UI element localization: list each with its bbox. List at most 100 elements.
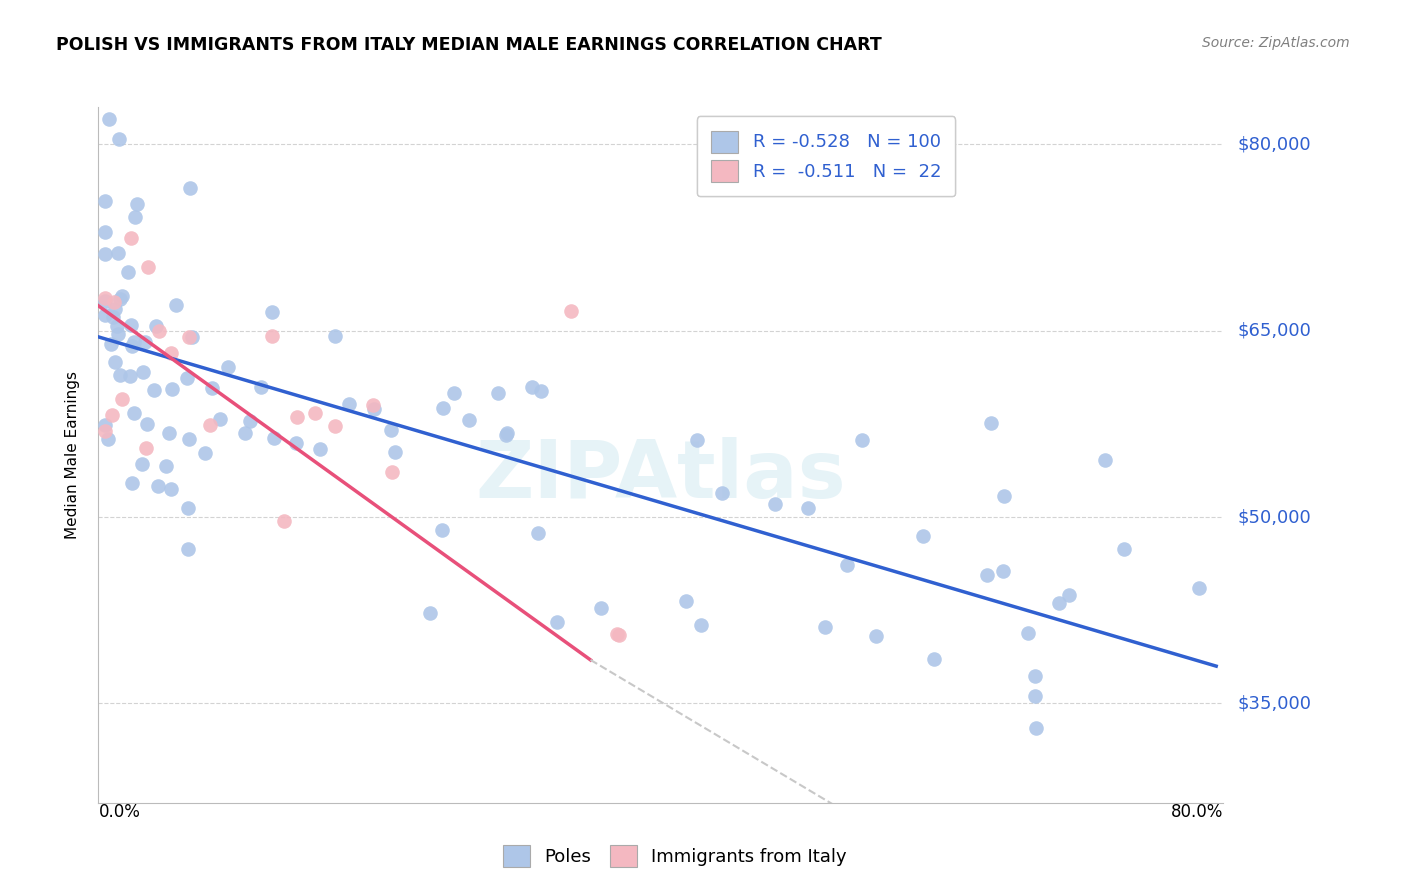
Point [520,380,543,394]
Point [110,368,132,383]
Point [105,319,128,334]
Point [993,489,1015,503]
Point [120,230,142,244]
Point [107,245,129,260]
Point [675,594,697,608]
Point [589,601,612,615]
Point [263,431,285,445]
Point [1057,588,1080,602]
Point [108,292,131,306]
Point [217,359,239,374]
Point [1094,452,1116,467]
Legend: Poles, Immigrants from Italy: Poles, Immigrants from Italy [496,838,853,874]
Point [273,514,295,528]
Point [711,486,734,500]
Point [94,194,117,209]
Point [304,406,326,420]
Point [107,131,129,145]
Point [131,458,153,472]
Point [1112,542,1135,557]
Point [159,482,181,496]
Point [285,410,308,425]
Point [363,401,385,416]
Point [384,445,406,459]
Text: Source: ZipAtlas.com: Source: ZipAtlas.com [1202,36,1350,50]
Point [835,558,858,572]
Point [177,330,200,344]
Point [323,329,346,343]
Point [250,380,273,394]
Point [143,383,166,397]
Point [122,334,145,349]
Text: POLISH VS IMMIGRANTS FROM ITALY MEDIAN MALE EARNINGS CORRELATION CHART: POLISH VS IMMIGRANTS FROM ITALY MEDIAN M… [56,36,882,54]
Point [118,369,141,384]
Point [194,446,217,460]
Point [177,541,200,556]
Point [94,308,117,322]
Point [1024,689,1046,703]
Point [865,629,887,643]
Point [763,497,786,511]
Point [546,615,568,629]
Point [94,291,117,305]
Point [135,417,157,431]
Point [607,628,630,642]
Text: 80.0%: 80.0% [1171,803,1223,821]
Point [262,305,284,319]
Point [124,210,146,224]
Point [134,335,156,350]
Point [432,401,454,415]
Point [323,419,346,434]
Point [121,339,143,353]
Point [976,568,998,582]
Point [443,386,465,401]
Point [94,424,117,438]
Point [233,425,256,440]
Text: ZIPAtlas: ZIPAtlas [475,437,846,515]
Text: $80,000: $80,000 [1237,136,1310,153]
Point [104,355,127,369]
Point [208,412,231,426]
Point [103,310,125,324]
Point [198,417,221,432]
Point [380,465,402,479]
Point [1025,722,1047,736]
Point [260,329,283,343]
Point [239,414,262,428]
Point [148,324,170,338]
Point [103,294,125,309]
Point [606,627,628,641]
Point [177,500,200,515]
Point [495,428,517,442]
Point [127,197,149,211]
Point [160,382,183,396]
Point [495,425,517,440]
Point [122,406,145,420]
Point [530,384,553,398]
Point [100,337,122,351]
Point [309,442,332,456]
Point [101,408,124,422]
Point [993,564,1015,578]
Point [110,392,132,407]
Point [337,397,360,411]
Text: $65,000: $65,000 [1237,322,1310,340]
Point [458,413,481,427]
Point [527,525,550,540]
Point [120,318,142,333]
Point [104,301,127,316]
Point [814,620,837,634]
Point [97,112,120,127]
Point [1024,669,1046,683]
Point [107,326,129,341]
Point [94,417,117,432]
Point [135,442,157,456]
Point [159,425,181,440]
Point [136,260,159,274]
Point [165,298,187,312]
Point [155,458,177,473]
Point [160,346,183,360]
Point [148,479,170,493]
Point [1047,596,1070,610]
Point [1188,582,1211,596]
